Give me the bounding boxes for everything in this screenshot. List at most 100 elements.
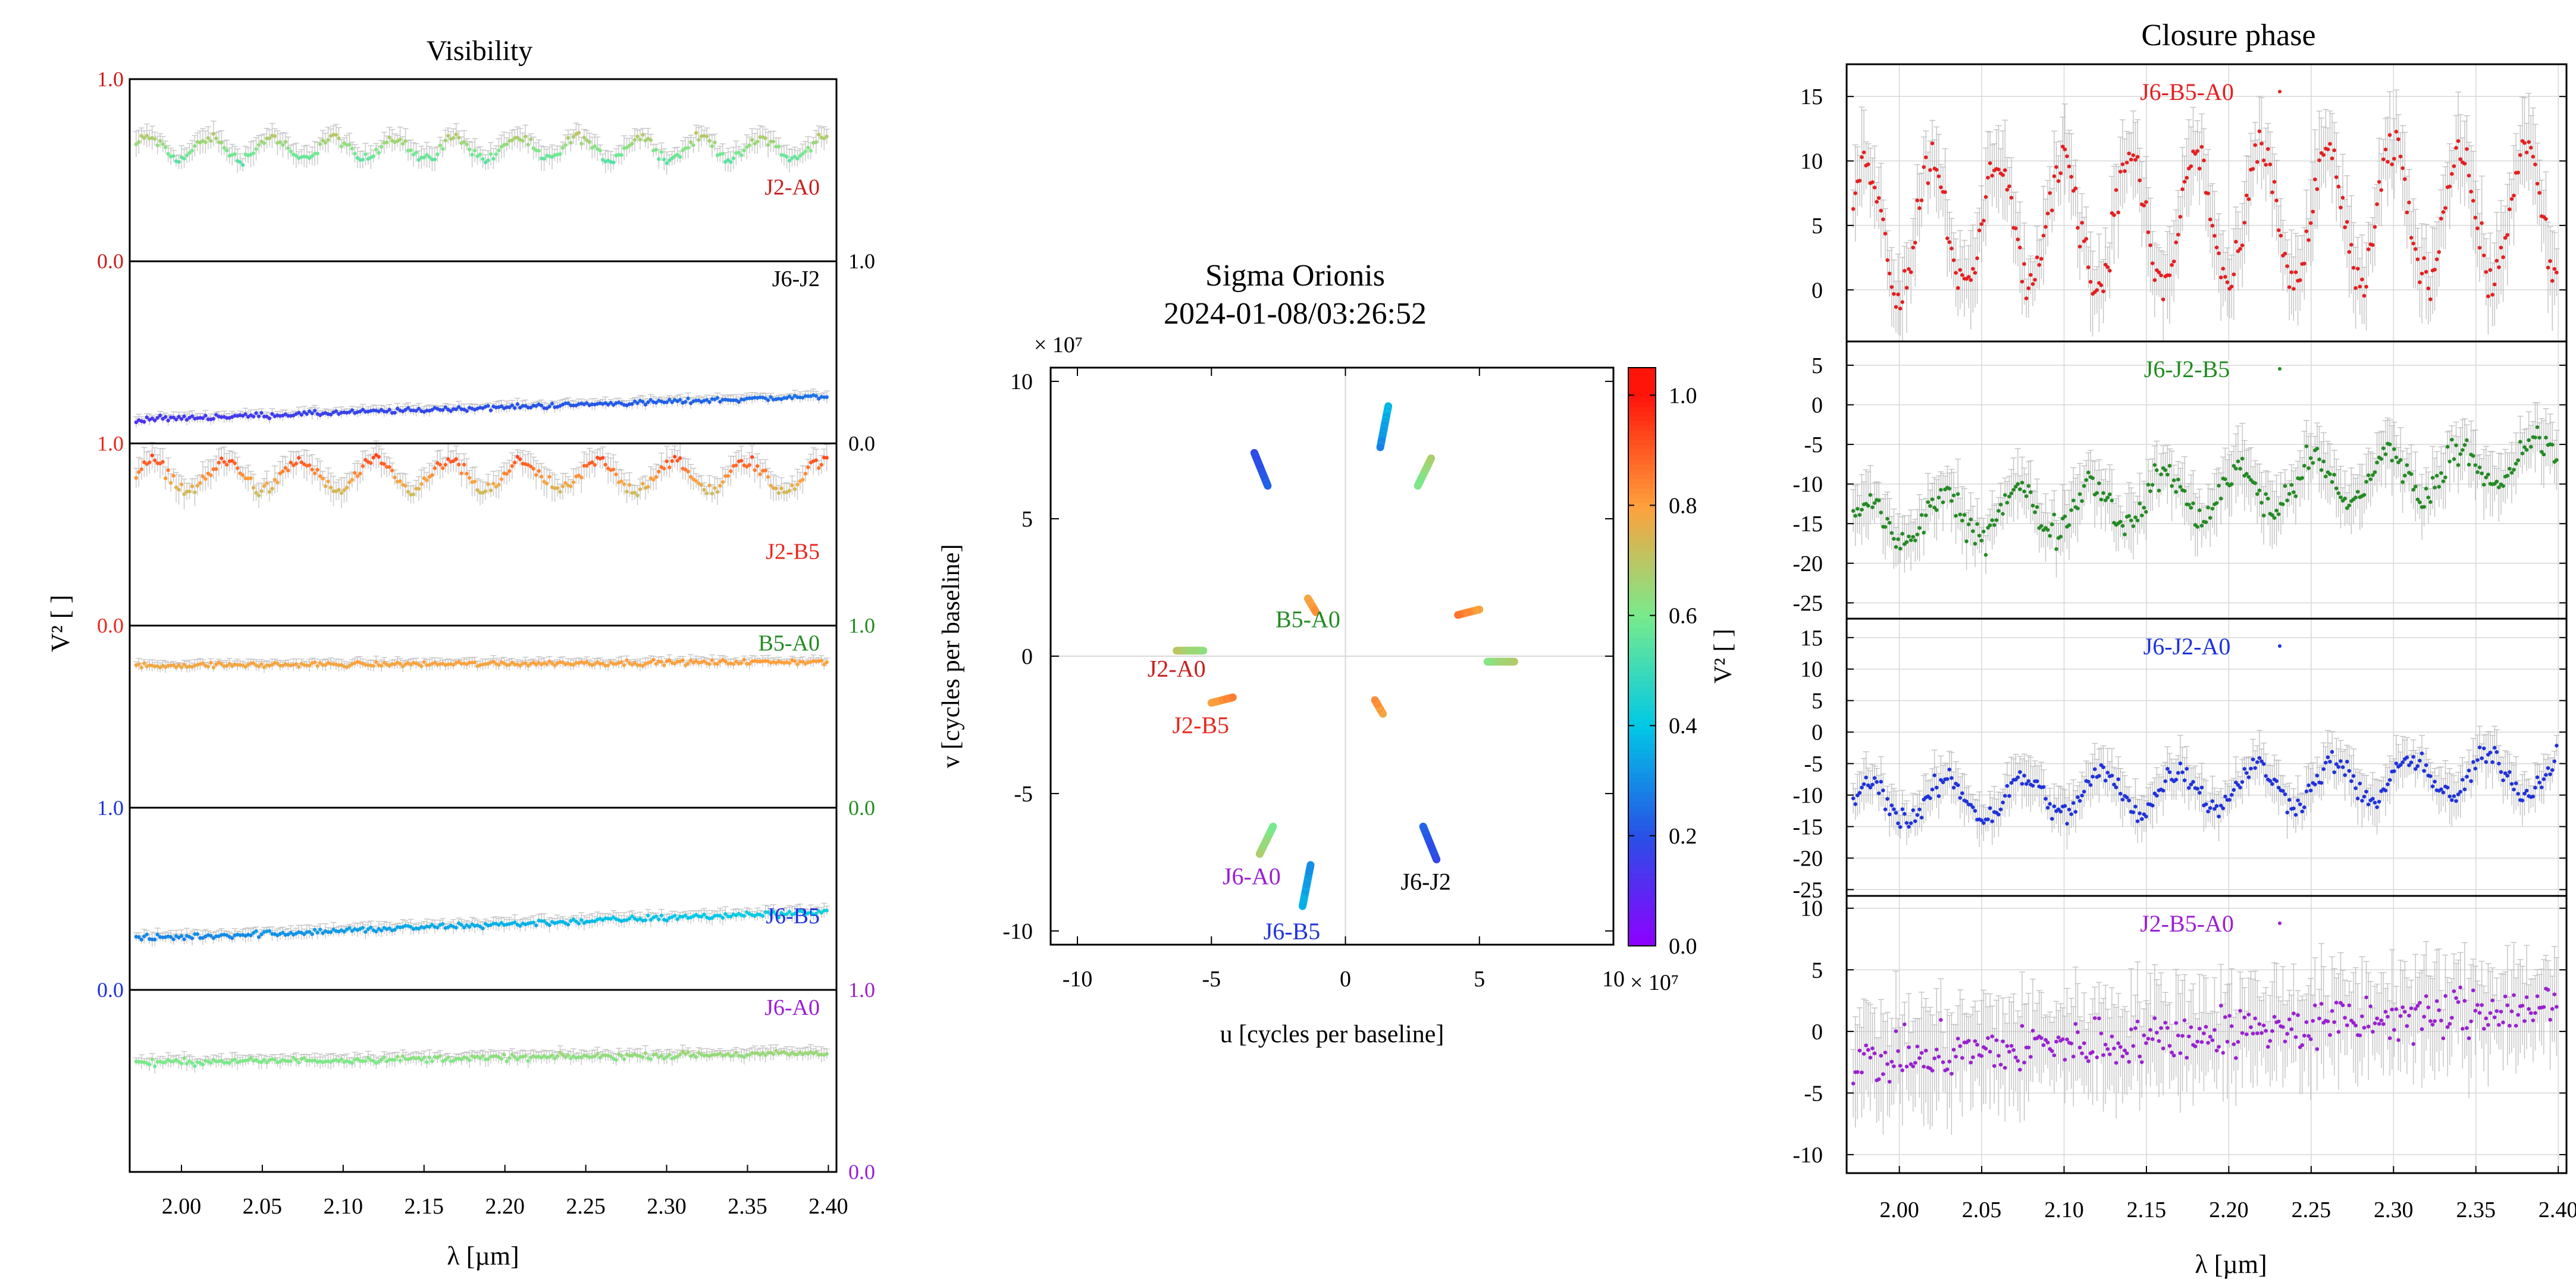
- data-point: [294, 1058, 298, 1062]
- data-point: [560, 1053, 565, 1057]
- data-point: [779, 486, 784, 491]
- data-point: [625, 658, 629, 663]
- data-point: [361, 158, 365, 162]
- data-point: [560, 146, 565, 150]
- data-point: [326, 930, 330, 934]
- data-point: [328, 930, 333, 935]
- error-bars: [133, 902, 830, 947]
- data-point: [817, 397, 821, 401]
- data-point: [486, 403, 490, 408]
- data-point: [321, 663, 325, 667]
- data-point: [292, 1055, 296, 1060]
- data-point: [481, 926, 485, 930]
- data-point: [641, 481, 645, 486]
- x-tick-label: -5: [1202, 967, 1221, 992]
- data-point: [433, 660, 437, 665]
- data-point: [459, 471, 463, 475]
- data-point: [524, 1054, 528, 1058]
- data-point: [318, 474, 322, 478]
- data-point: [435, 925, 440, 930]
- data-point: [814, 911, 818, 916]
- data-point: [254, 929, 258, 933]
- data-point: [526, 405, 530, 410]
- data-point: [171, 474, 176, 478]
- data-point: [550, 661, 554, 666]
- data-point: [707, 662, 712, 666]
- data-point: [393, 475, 397, 479]
- baseline-label: J6-J2: [772, 267, 820, 291]
- data-point: [718, 484, 722, 488]
- data-point: [771, 139, 776, 144]
- error-bars: [133, 120, 830, 175]
- data-point: [630, 491, 634, 495]
- data-point: [702, 659, 706, 663]
- data-point: [593, 662, 597, 666]
- visibility-panel-j2-a0: J2-A0 0.0 1.0: [97, 67, 830, 273]
- data-point: [265, 481, 269, 485]
- data-point: [377, 1059, 381, 1064]
- data-point: [177, 415, 181, 419]
- data-point: [472, 660, 477, 664]
- data-point: [537, 149, 541, 153]
- visibility-title: Visibility: [427, 35, 532, 67]
- data-point: [467, 1058, 472, 1062]
- data-point: [148, 1062, 152, 1067]
- data-point: [328, 412, 333, 417]
- x-tick-label: 10: [1602, 967, 1625, 992]
- data-point: [566, 401, 571, 406]
- data-point: [646, 485, 650, 489]
- data-point: [574, 919, 578, 924]
- data-point: [665, 1055, 669, 1059]
- data-point: [262, 665, 267, 669]
- data-point: [715, 662, 720, 666]
- data-point: [760, 1051, 765, 1055]
- data-point: [174, 485, 178, 490]
- data-point: [713, 1052, 717, 1057]
- data-point: [747, 463, 751, 467]
- data-point: [593, 919, 597, 923]
- data-point: [430, 1059, 434, 1064]
- data-point: [566, 136, 571, 140]
- data-point: [766, 910, 770, 914]
- data-point: [425, 153, 429, 157]
- data-point: [776, 145, 781, 149]
- x-tick-label: 2.15: [405, 1194, 444, 1219]
- data-point: [294, 662, 298, 666]
- data-point: [776, 915, 781, 920]
- data-point: [504, 472, 509, 476]
- data-point: [182, 937, 186, 942]
- data-point: [731, 398, 736, 402]
- data-point: [691, 143, 695, 148]
- data-point: [220, 662, 224, 666]
- data-point: [481, 1054, 485, 1058]
- data-point: [179, 1061, 184, 1065]
- data-point: [315, 664, 319, 668]
- data-point: [256, 414, 261, 418]
- data-point: [579, 1055, 584, 1060]
- data-point: [497, 148, 501, 152]
- data-point: [409, 408, 413, 412]
- data-point: [305, 663, 309, 667]
- data-point: [465, 409, 469, 413]
- data-point: [694, 131, 698, 135]
- data-point: [544, 662, 549, 666]
- data-point: [225, 664, 229, 668]
- data-point: [398, 1058, 402, 1063]
- data-point: [416, 927, 421, 931]
- data-point: [825, 908, 829, 913]
- data-point: [454, 457, 458, 461]
- data-point: [419, 664, 424, 669]
- uv-track-j6-j2: [1376, 402, 1393, 452]
- data-point: [747, 396, 751, 400]
- data-point: [155, 932, 159, 937]
- data-point: [251, 485, 256, 490]
- data-point: [481, 157, 485, 161]
- data-point: [452, 1058, 456, 1063]
- data-point: [560, 484, 565, 488]
- data-point: [808, 910, 813, 914]
- data-point: [371, 664, 375, 668]
- data-point: [334, 409, 339, 413]
- data-point: [558, 920, 562, 924]
- data-point: [625, 490, 629, 494]
- data-point: [214, 1059, 218, 1064]
